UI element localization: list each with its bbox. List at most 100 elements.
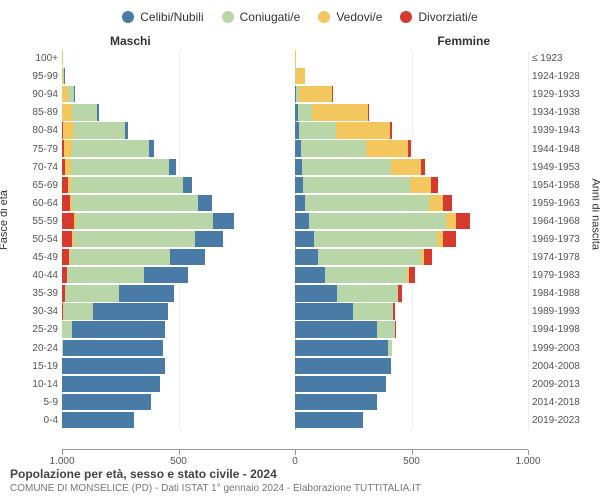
legend: Celibi/NubiliConiugati/eVedovi/eDivorzia… — [0, 0, 600, 30]
legend-item-coniugati: Coniugati/e — [222, 10, 301, 24]
plot-area — [62, 50, 528, 430]
bar-segment-vedovi — [295, 50, 296, 66]
bar-segment-celibi — [295, 195, 305, 211]
bar-segment-celibi — [97, 104, 99, 120]
bar-segment-divorziati — [62, 213, 74, 229]
legend-label: Celibi/Nubili — [140, 10, 203, 24]
x-tick-label: 0 — [292, 456, 298, 467]
bar-segment-coniugati — [74, 231, 195, 247]
female-bar — [295, 412, 528, 428]
age-label: 100+ — [10, 53, 58, 64]
birth-year-label: 1994-1998 — [532, 324, 592, 335]
age-label: 80-84 — [10, 125, 58, 136]
bar-segment-vedovi — [429, 195, 443, 211]
age-label: 60-64 — [10, 198, 58, 209]
female-bar — [295, 122, 528, 138]
birth-year-label: 1974-1978 — [532, 252, 592, 263]
birth-year-label: 2014-2018 — [532, 397, 592, 408]
male-bar — [62, 231, 295, 247]
female-header: Femmine — [437, 34, 490, 48]
bar-segment-celibi — [62, 394, 151, 410]
bar-segment-coniugati — [303, 177, 410, 193]
legend-label: Coniugati/e — [240, 10, 301, 24]
legend-swatch-icon — [400, 11, 412, 23]
pyramid-row — [62, 68, 528, 84]
pyramid-row — [62, 140, 528, 156]
bar-segment-coniugati — [377, 321, 396, 337]
female-bar — [295, 50, 528, 66]
bar-segment-coniugati — [301, 140, 366, 156]
male-bar — [62, 68, 295, 84]
bar-segment-divorziati — [62, 195, 70, 211]
male-bar — [62, 159, 295, 175]
birth-year-label: ≤ 1923 — [532, 53, 592, 64]
bar-segment-coniugati — [70, 249, 170, 265]
bar-segment-divorziati — [408, 140, 411, 156]
birth-year-label: 2004-2008 — [532, 361, 592, 372]
male-bar — [62, 376, 295, 392]
pyramid-row — [62, 231, 528, 247]
x-tick — [528, 450, 529, 455]
birth-year-label: 1964-1968 — [532, 216, 592, 227]
age-label: 45-49 — [10, 252, 58, 263]
bar-segment-divorziati — [424, 249, 432, 265]
bar-segment-celibi — [93, 303, 168, 319]
birth-year-label: 1939-1943 — [532, 125, 592, 136]
bar-segment-divorziati — [62, 249, 69, 265]
bar-segment-divorziati — [398, 285, 401, 301]
legend-label: Vedovi/e — [336, 10, 382, 24]
bar-segment-celibi — [295, 231, 314, 247]
birth-year-label: 1984-1988 — [532, 288, 592, 299]
birth-year-label: 1989-1993 — [532, 306, 592, 317]
birth-year-label: 2019-2023 — [532, 415, 592, 426]
birth-year-label: 1969-1973 — [532, 234, 592, 245]
female-bar — [295, 267, 528, 283]
male-bar — [62, 195, 295, 211]
age-label: 10-14 — [10, 379, 58, 390]
male-header: Maschi — [110, 34, 151, 48]
age-label: 50-54 — [10, 234, 58, 245]
pyramid-row — [62, 267, 528, 283]
age-label: 85-89 — [10, 107, 58, 118]
bar-segment-celibi — [62, 412, 134, 428]
male-bar — [62, 213, 295, 229]
bar-segment-coniugati — [353, 303, 393, 319]
male-bar — [62, 394, 295, 410]
x-tick-label: 500 — [170, 456, 187, 467]
population-pyramid-chart: Celibi/NubiliConiugati/eVedovi/eDivorzia… — [0, 0, 600, 500]
bar-segment-celibi — [198, 195, 212, 211]
bar-segment-vedovi — [62, 104, 71, 120]
bar-segment-coniugati — [314, 231, 437, 247]
age-label: 0-4 — [10, 415, 58, 426]
bar-segment-celibi — [170, 249, 205, 265]
birth-year-label: 1979-1983 — [532, 270, 592, 281]
pyramid-row — [62, 340, 528, 356]
bar-segment-divorziati — [395, 321, 396, 337]
bar-segment-coniugati — [318, 249, 421, 265]
age-label: 75-79 — [10, 144, 58, 155]
pyramid-row — [62, 177, 528, 193]
female-bar — [295, 285, 528, 301]
bar-segment-vedovi — [336, 122, 390, 138]
female-bar — [295, 340, 528, 356]
bar-segment-coniugati — [71, 177, 183, 193]
female-bar — [295, 213, 528, 229]
male-bar — [62, 249, 295, 265]
bar-segment-celibi — [295, 412, 363, 428]
bar-segment-divorziati — [368, 104, 369, 120]
bar-segment-coniugati — [71, 159, 169, 175]
legend-item-celibi: Celibi/Nubili — [122, 10, 203, 24]
bar-segment-coniugati — [388, 340, 391, 356]
bar-segment-coniugati — [67, 267, 144, 283]
legend-swatch-icon — [318, 11, 330, 23]
grid-line — [528, 50, 529, 430]
bar-segment-coniugati — [298, 104, 312, 120]
male-bar — [62, 412, 295, 428]
age-label: 35-39 — [10, 288, 58, 299]
bar-segment-celibi — [295, 213, 309, 229]
bar-segment-divorziati — [456, 213, 470, 229]
bar-segment-celibi — [295, 358, 391, 374]
pyramid-row — [62, 195, 528, 211]
legend-swatch-icon — [122, 11, 134, 23]
male-bar — [62, 122, 295, 138]
